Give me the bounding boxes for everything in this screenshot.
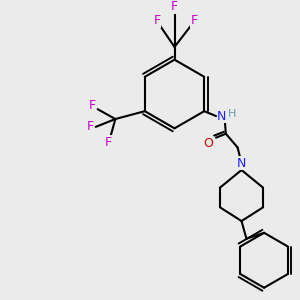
Text: F: F bbox=[190, 14, 198, 27]
Text: F: F bbox=[153, 14, 161, 27]
Text: O: O bbox=[203, 137, 213, 150]
Text: N: N bbox=[217, 110, 226, 123]
Text: F: F bbox=[171, 0, 178, 13]
Text: F: F bbox=[88, 99, 95, 112]
Text: F: F bbox=[105, 136, 112, 149]
Text: F: F bbox=[86, 120, 93, 134]
Text: H: H bbox=[227, 109, 236, 119]
Text: N: N bbox=[237, 157, 246, 170]
